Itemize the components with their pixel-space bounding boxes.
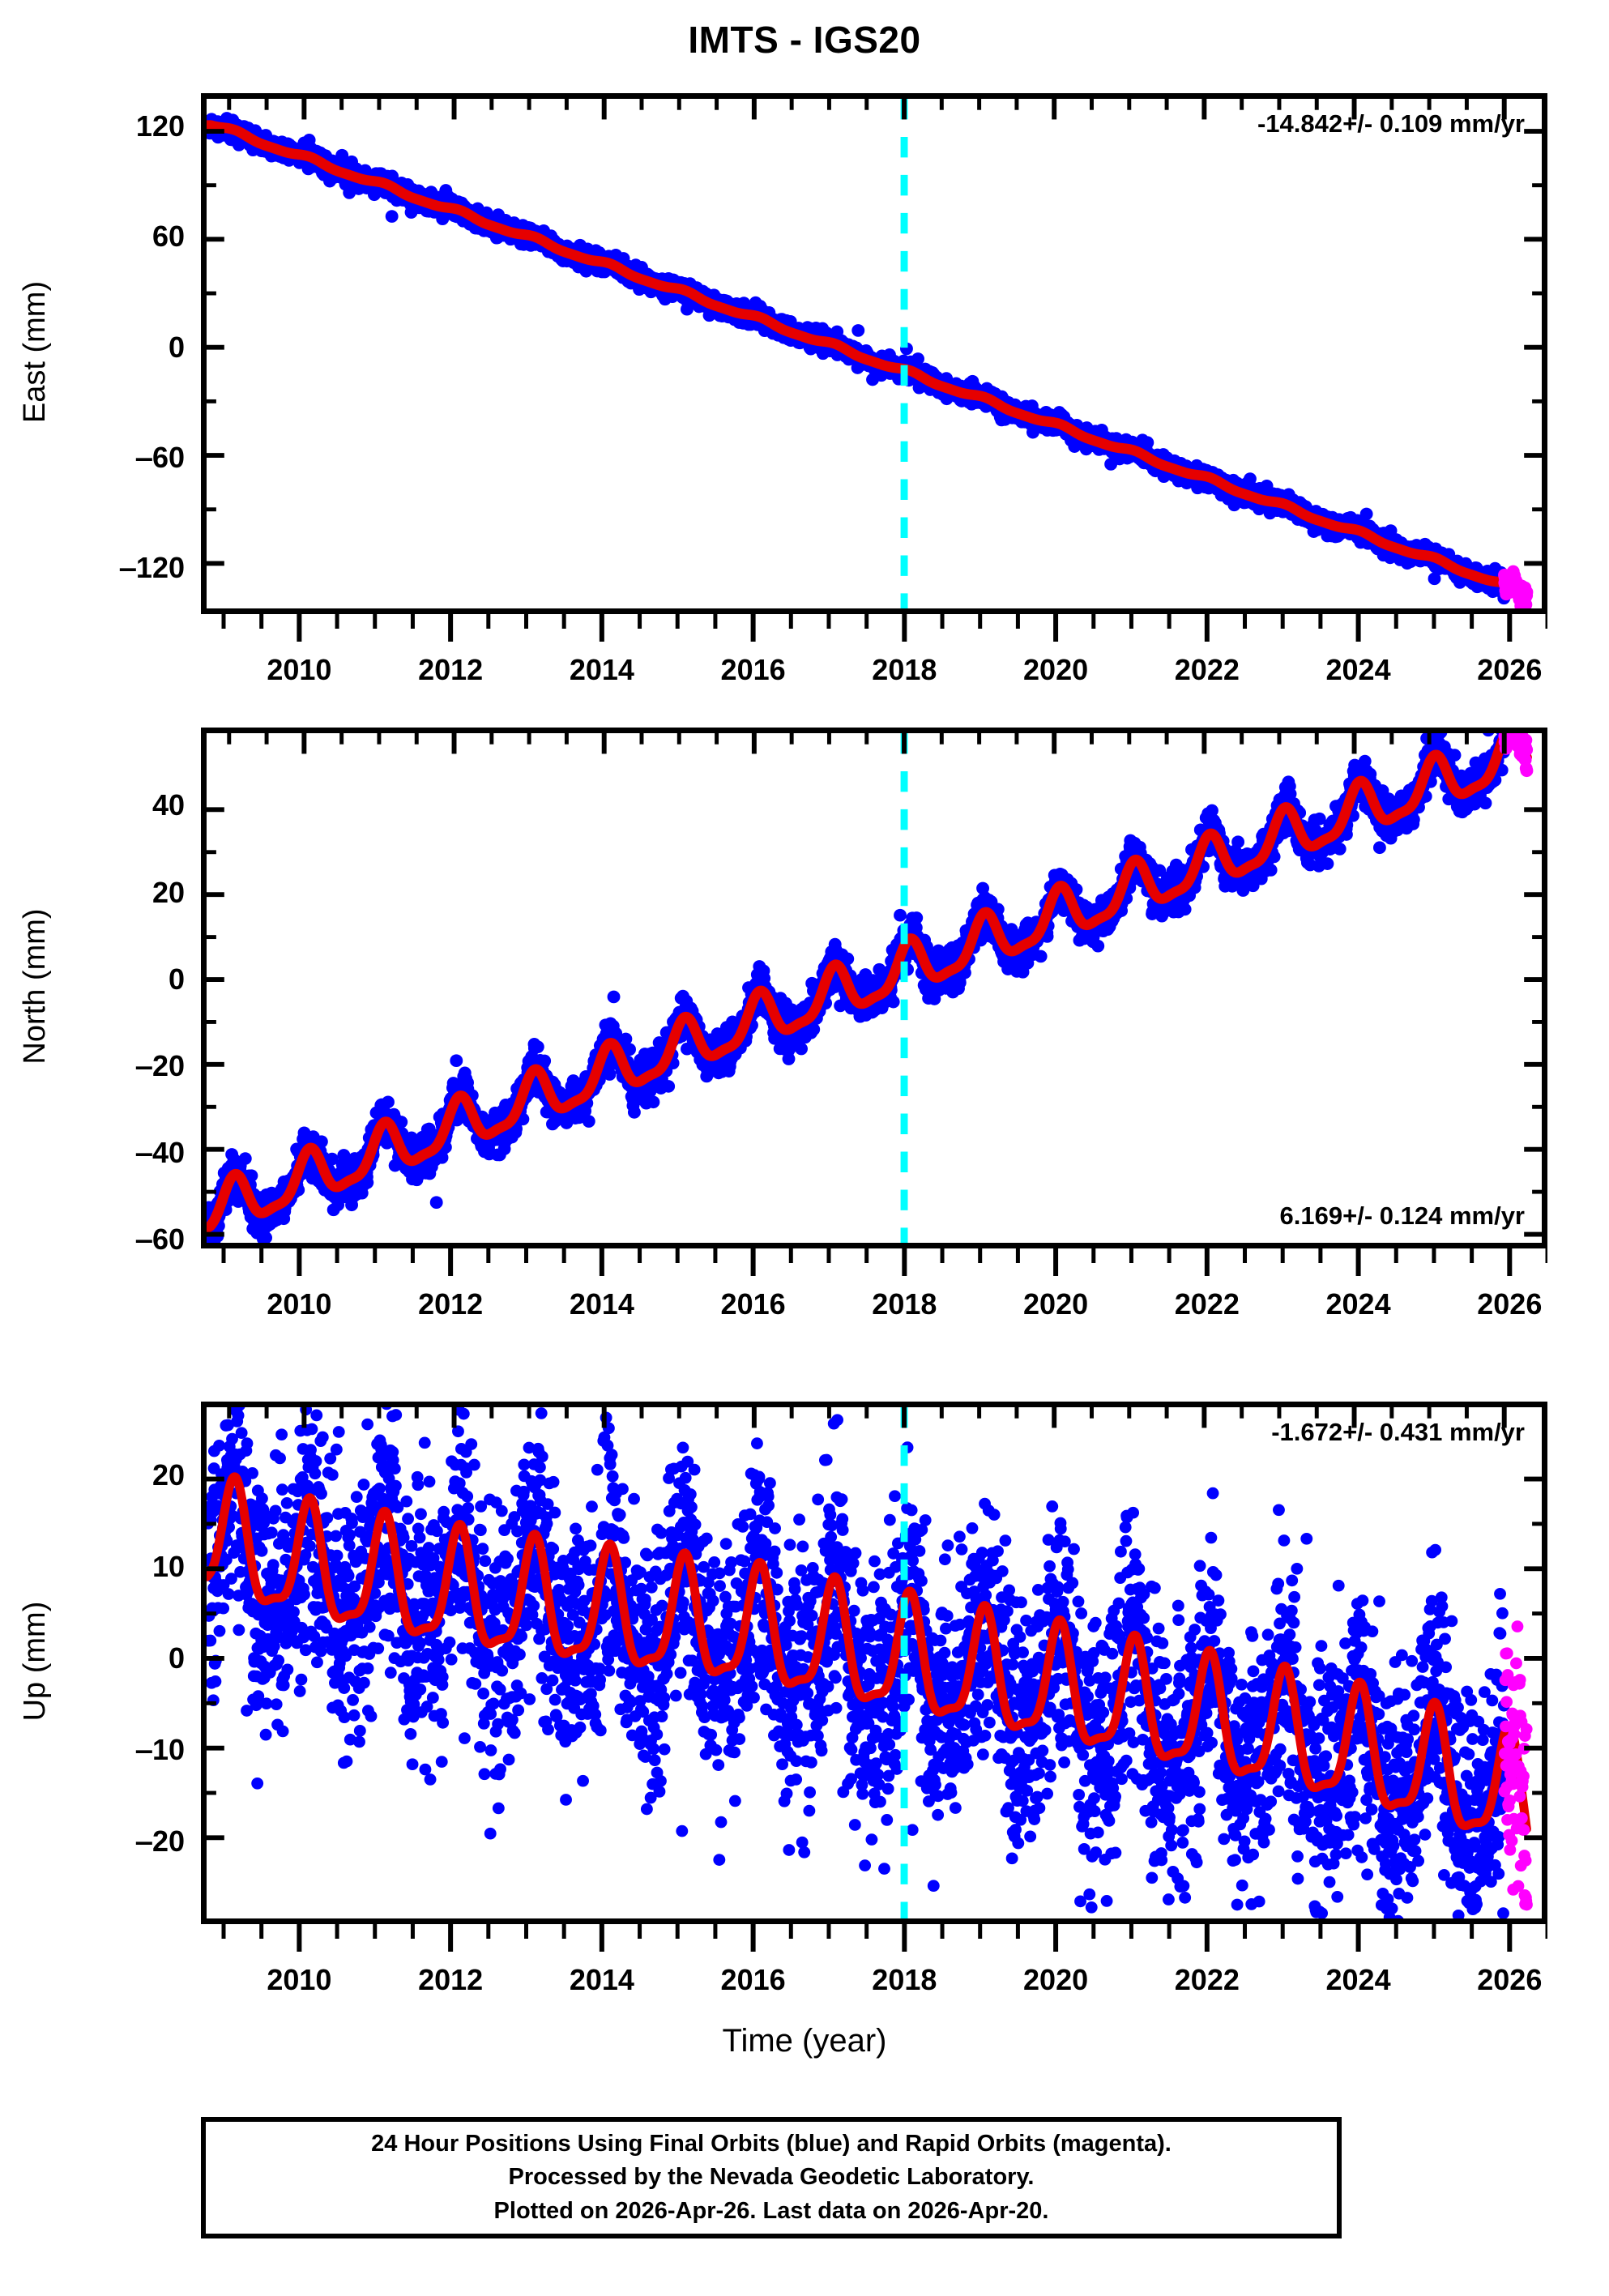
y-tick-label-east: ‒60 bbox=[135, 440, 185, 474]
x-tick-label-north: 2010 bbox=[267, 1287, 332, 1321]
x-tick-label-east: 2010 bbox=[267, 653, 332, 686]
x-tick-label-north: 2020 bbox=[1023, 1287, 1089, 1321]
footer-line-3: Plotted on 2026-Apr-26. Last data on 202… bbox=[493, 2197, 1049, 2224]
x-tick-label-east: 2020 bbox=[1023, 653, 1089, 686]
model-fit-line bbox=[207, 733, 1532, 1233]
plot-frame-north bbox=[201, 728, 1547, 1248]
y-tick-label-north: 40 bbox=[152, 788, 185, 822]
model-fit-line bbox=[207, 1472, 1531, 1833]
y-tick-label-up: ‒20 bbox=[135, 1824, 185, 1859]
plot-frame-east bbox=[201, 93, 1547, 614]
x-tick-label-east: 2016 bbox=[720, 653, 786, 686]
x-tick-label-up: 2022 bbox=[1174, 1963, 1240, 1996]
x-tick-label-north: 2024 bbox=[1325, 1287, 1391, 1321]
footer-line-1: 24 Hour Positions Using Final Orbits (bl… bbox=[371, 2131, 1172, 2157]
x-tick-label-north: 2014 bbox=[569, 1287, 634, 1321]
footer-line-2: Processed by the Nevada Geodetic Laborat… bbox=[508, 2164, 1035, 2191]
y-tick-label-up: 0 bbox=[168, 1641, 185, 1675]
panel-up bbox=[201, 1402, 1547, 1924]
plot-canvas-east bbox=[207, 99, 1542, 608]
plot-canvas-up bbox=[207, 1407, 1542, 1918]
x-tick-label-up: 2018 bbox=[872, 1963, 937, 1996]
rate-annotation-north: 6.169+/- 0.124 mm/yr bbox=[1279, 1201, 1525, 1230]
x-tick-label-up: 2020 bbox=[1023, 1963, 1089, 1996]
panel-north bbox=[201, 728, 1547, 1248]
x-tick-label-east: 2026 bbox=[1477, 653, 1543, 686]
data-points-rapid-orbits bbox=[1498, 1620, 1533, 1911]
x-tick-label-north: 2016 bbox=[720, 1287, 786, 1321]
page-title: IMTS - IGS20 bbox=[688, 19, 921, 61]
x-tick-label-up: 2014 bbox=[569, 1963, 634, 1996]
y-tick-label-north: ‒40 bbox=[135, 1136, 185, 1170]
x-tick-label-up: 2024 bbox=[1325, 1963, 1391, 1996]
data-points-rapid-orbits bbox=[1498, 565, 1534, 608]
x-tick-label-east: 2022 bbox=[1174, 653, 1240, 686]
x-tick-label-north: 2018 bbox=[872, 1287, 937, 1321]
y-tick-label-north: 0 bbox=[168, 962, 185, 996]
model-fit-line bbox=[207, 120, 1532, 599]
x-tick-label-up: 2026 bbox=[1477, 1963, 1543, 1996]
y-tick-label-up: 10 bbox=[152, 1549, 185, 1583]
x-tick-label-up: 2010 bbox=[267, 1963, 332, 1996]
y-tick-label-north: ‒20 bbox=[135, 1048, 185, 1082]
y-tick-label-up: ‒10 bbox=[135, 1733, 185, 1766]
y-tick-label-east: 0 bbox=[168, 330, 185, 364]
x-tick-label-north: 2026 bbox=[1477, 1287, 1543, 1321]
x-tick-label-north: 2022 bbox=[1174, 1287, 1240, 1321]
data-points-final-orbits bbox=[207, 733, 1511, 1243]
rate-annotation-up: -1.672+/- 0.431 mm/yr bbox=[1271, 1418, 1525, 1446]
y-tick-label-up: 20 bbox=[152, 1457, 185, 1492]
y-tick-label-east: 60 bbox=[152, 220, 185, 254]
x-axis-title: Time (year) bbox=[722, 2023, 887, 2059]
rate-annotation-east: -14.842+/- 0.109 mm/yr bbox=[1257, 109, 1525, 138]
x-tick-label-up: 2016 bbox=[720, 1963, 786, 1996]
footer-caption-box: 24 Hour Positions Using Final Orbits (bl… bbox=[201, 2117, 1342, 2238]
x-tick-label-north: 2012 bbox=[418, 1287, 484, 1321]
y-tick-label-north: 20 bbox=[152, 875, 185, 909]
x-tick-label-east: 2018 bbox=[872, 653, 937, 686]
y-tick-label-east: 120 bbox=[135, 109, 185, 143]
data-points-final-orbits bbox=[207, 1407, 1511, 1918]
y-tick-label-north: ‒60 bbox=[135, 1223, 185, 1257]
x-tick-label-east: 2012 bbox=[418, 653, 484, 686]
x-tick-label-east: 2014 bbox=[569, 653, 634, 686]
plot-canvas-north bbox=[207, 733, 1542, 1243]
y-tick-label-east: ‒120 bbox=[119, 551, 185, 585]
plot-frame-up bbox=[201, 1402, 1547, 1924]
x-tick-label-east: 2024 bbox=[1325, 653, 1391, 686]
x-tick-label-up: 2012 bbox=[418, 1963, 484, 1996]
panel-east bbox=[201, 93, 1547, 614]
